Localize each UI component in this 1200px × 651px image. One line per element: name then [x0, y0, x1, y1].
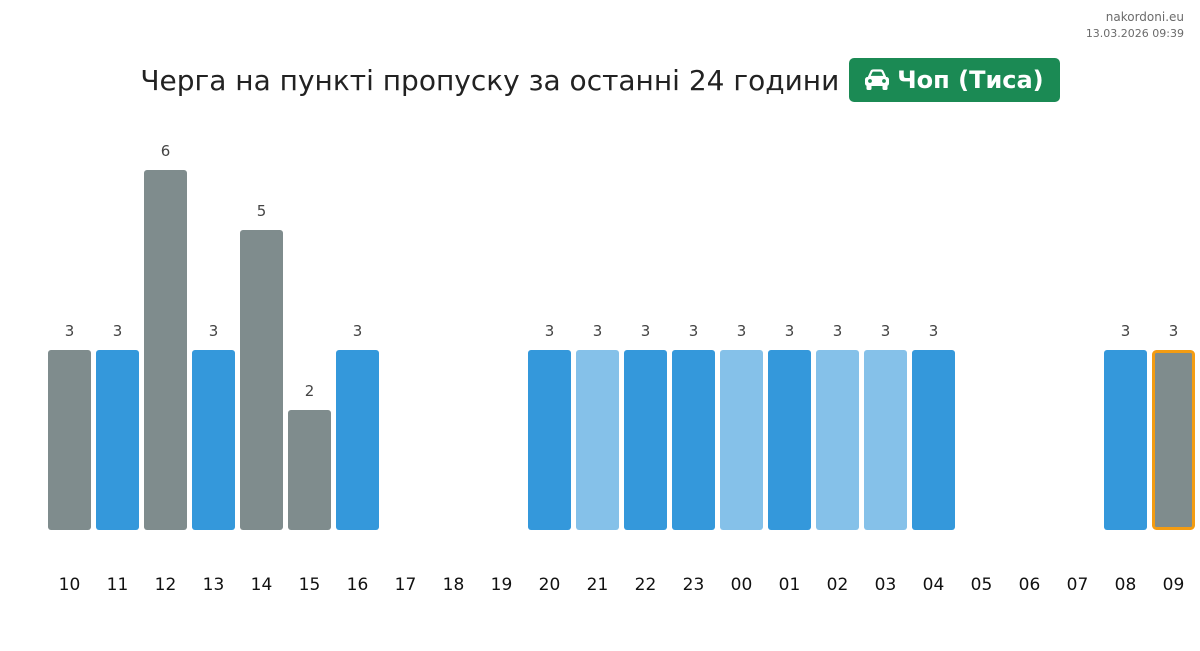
- bar-21: [576, 350, 619, 530]
- bar-14: [240, 230, 283, 530]
- value-label-00: 3: [737, 322, 747, 340]
- bar-01: [768, 350, 811, 530]
- value-label-22: 3: [641, 322, 651, 340]
- checkpoint-name: Чоп (Тиса): [897, 66, 1044, 94]
- x-tick-18: 18: [443, 575, 465, 595]
- value-label-09: 3: [1169, 322, 1179, 340]
- bar-04: [912, 350, 955, 530]
- bar-15: [288, 410, 331, 530]
- x-tick-00: 00: [731, 575, 753, 595]
- x-tick-14: 14: [251, 575, 273, 595]
- chart-header: Черга на пункті пропуску за останні 24 г…: [0, 58, 1200, 102]
- timestamp: 13.03.2026 09:39: [1085, 27, 1184, 40]
- bar-12: [144, 170, 187, 530]
- bar-23: [672, 350, 715, 530]
- page-title: Черга на пункті пропуску за останні 24 г…: [140, 63, 840, 97]
- x-tick-02: 02: [827, 575, 849, 595]
- x-tick-21: 21: [587, 575, 609, 595]
- x-tick-23: 23: [683, 575, 705, 595]
- value-label-08: 3: [1121, 322, 1131, 340]
- car-icon: [865, 69, 890, 90]
- value-label-20: 3: [545, 322, 555, 340]
- value-label-02: 3: [833, 322, 843, 340]
- bar-20: [528, 350, 571, 530]
- bar-16: [336, 350, 379, 530]
- bar-22: [624, 350, 667, 530]
- site-name: nakordoni.eu: [1105, 10, 1184, 24]
- bar-03: [864, 350, 907, 530]
- bar-10: [48, 350, 91, 530]
- value-label-12: 6: [161, 142, 171, 160]
- x-tick-08: 08: [1115, 575, 1137, 595]
- x-tick-11: 11: [107, 575, 129, 595]
- bar-02: [816, 350, 859, 530]
- x-tick-09: 09: [1163, 575, 1185, 595]
- x-tick-12: 12: [155, 575, 177, 595]
- x-tick-22: 22: [635, 575, 657, 595]
- value-label-16: 3: [353, 322, 363, 340]
- x-tick-19: 19: [491, 575, 513, 595]
- value-label-14: 5: [257, 202, 267, 220]
- value-label-10: 3: [65, 322, 75, 340]
- x-tick-04: 04: [923, 575, 945, 595]
- x-tick-03: 03: [875, 575, 897, 595]
- value-label-21: 3: [593, 322, 603, 340]
- x-tick-17: 17: [395, 575, 417, 595]
- value-label-01: 3: [785, 322, 795, 340]
- value-label-23: 3: [689, 322, 699, 340]
- value-label-03: 3: [881, 322, 891, 340]
- value-label-13: 3: [209, 322, 219, 340]
- x-tick-07: 07: [1067, 575, 1089, 595]
- x-tick-20: 20: [539, 575, 561, 595]
- x-tick-01: 01: [779, 575, 801, 595]
- checkpoint-badge: Чоп (Тиса): [849, 58, 1060, 102]
- meta-info: nakordoni.eu 13.03.2026 09:39: [1086, 10, 1184, 42]
- x-tick-13: 13: [203, 575, 225, 595]
- bar-08: [1104, 350, 1147, 530]
- value-label-11: 3: [113, 322, 123, 340]
- x-tick-10: 10: [59, 575, 81, 595]
- value-label-15: 2: [305, 382, 315, 400]
- bar-00: [720, 350, 763, 530]
- x-tick-16: 16: [347, 575, 369, 595]
- x-tick-05: 05: [971, 575, 993, 595]
- value-label-04: 3: [929, 322, 939, 340]
- bar-13: [192, 350, 235, 530]
- bar-09: [1152, 350, 1195, 530]
- x-tick-06: 06: [1019, 575, 1041, 595]
- bar-11: [96, 350, 139, 530]
- x-tick-15: 15: [299, 575, 321, 595]
